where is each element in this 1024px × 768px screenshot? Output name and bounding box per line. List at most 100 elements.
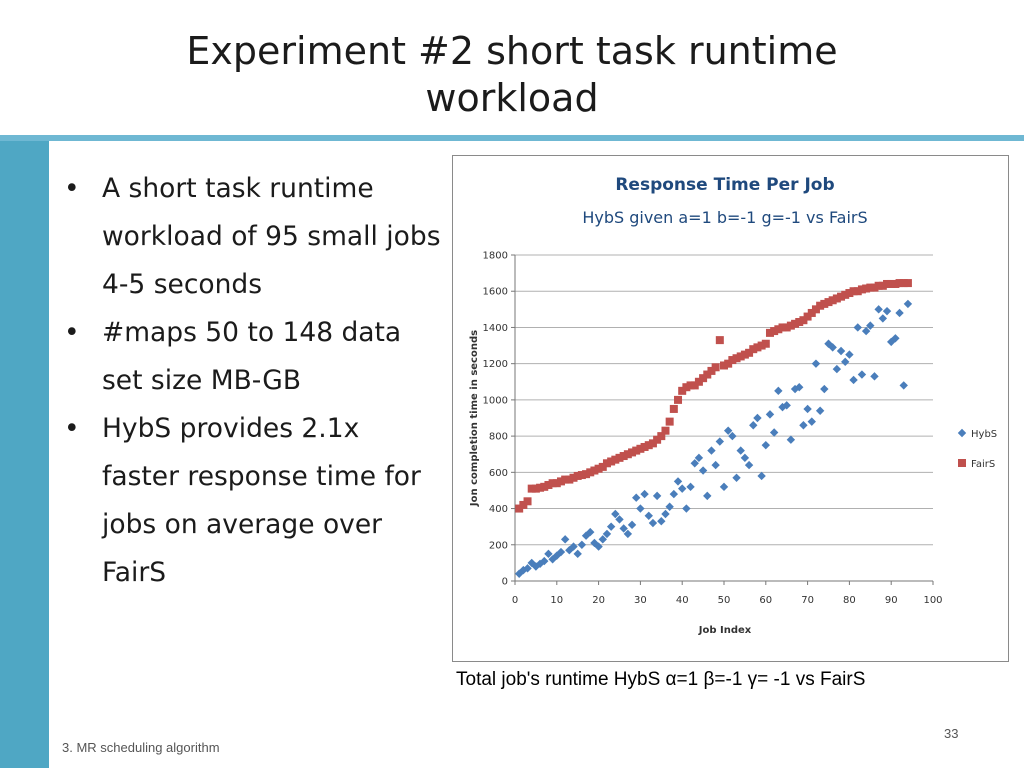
y-axis-label: Jon completion time in seconds <box>469 330 480 507</box>
fairs-point <box>636 444 645 453</box>
hybs-point <box>673 477 683 486</box>
hybs-point <box>548 555 557 564</box>
legend-marker-fairs <box>958 459 966 467</box>
fairs-point <box>640 442 649 451</box>
hybs-point <box>824 339 833 348</box>
hybs-point <box>820 384 829 394</box>
fairs-point <box>820 299 829 308</box>
hybs-point <box>753 413 762 423</box>
hybs-point <box>556 547 566 557</box>
left-accent-bar <box>0 135 49 768</box>
y-tick-label: 800 <box>489 432 508 443</box>
hybs-point <box>803 404 812 414</box>
fairs-point <box>519 500 528 509</box>
bullet-item: • #maps 50 to 148 data set size MB-GB <box>62 309 442 405</box>
fairs-point <box>828 296 837 305</box>
hybs-point <box>632 493 641 502</box>
fairs-point <box>791 319 800 328</box>
y-tick-label: 1200 <box>483 359 508 370</box>
chart-subtitle: HybS given a=1 b=-1 g=-1 vs FairS <box>582 208 867 227</box>
fairs-point <box>661 426 670 435</box>
hybs-point <box>728 431 737 441</box>
hybs-point <box>769 428 779 437</box>
fairs-point <box>544 481 553 490</box>
hybs-point <box>669 489 679 499</box>
hybs-point <box>811 359 821 368</box>
footer-text: 3. MR scheduling algorithm <box>62 740 220 755</box>
hybs-point <box>861 326 871 336</box>
fairs-point <box>632 446 641 455</box>
fairs-point <box>674 395 683 404</box>
hybs-point <box>665 502 674 511</box>
hybs-point <box>832 364 842 374</box>
fairs-point <box>573 471 582 480</box>
hybs-point <box>657 517 666 526</box>
hybs-point <box>878 314 888 323</box>
bullet-icon: • <box>64 413 80 444</box>
fairs-point <box>724 359 733 368</box>
hybs-point <box>841 357 850 367</box>
bullet-text: #maps 50 to 148 data set size MB-GB <box>102 317 402 396</box>
hybs-point <box>627 520 637 530</box>
fairs-point <box>870 283 879 292</box>
data-points <box>514 279 913 578</box>
fairs-point <box>531 484 540 493</box>
fairs-point <box>536 483 545 492</box>
fairs-point <box>803 312 812 321</box>
hybs-point <box>707 446 716 455</box>
fairs-point <box>799 316 808 325</box>
series-hybs <box>514 299 913 578</box>
fairs-point <box>523 497 532 506</box>
fairs-point <box>740 350 749 359</box>
chart-legend: HybS FairS <box>957 428 997 470</box>
hybs-point <box>870 372 879 381</box>
title-divider <box>0 135 1024 141</box>
hybs-point <box>761 440 770 450</box>
fairs-point <box>569 473 578 482</box>
fairs-point <box>682 383 691 392</box>
hybs-point <box>857 370 867 379</box>
fairs-point <box>807 308 816 317</box>
x-tick-label: 50 <box>718 595 731 606</box>
hybs-point <box>849 375 858 385</box>
fairs-point <box>678 386 687 395</box>
fairs-point <box>694 377 703 386</box>
hybs-point <box>698 466 708 475</box>
fairs-point <box>720 361 728 370</box>
fairs-point <box>761 339 770 348</box>
fairs-point <box>757 341 766 350</box>
fairs-point <box>816 301 825 310</box>
slide-title: Experiment #2 short task runtime workloa… <box>186 29 838 120</box>
x-tick-label: 80 <box>843 595 856 606</box>
bullet-item: • A short task runtime workload of 95 sm… <box>62 165 442 309</box>
fairs-point <box>736 352 745 361</box>
hybs-point <box>744 460 754 470</box>
fairs-point <box>837 292 846 301</box>
hybs-point <box>682 504 691 513</box>
x-axis-label: Job Index <box>698 625 752 636</box>
y-tick-label: 1800 <box>483 251 508 262</box>
hybs-point <box>845 350 854 359</box>
bullet-list: • A short task runtime workload of 95 sm… <box>62 165 442 597</box>
fairs-point <box>782 323 791 332</box>
hybs-point <box>703 491 712 501</box>
fairs-point <box>765 328 774 337</box>
bullet-icon: • <box>64 173 80 204</box>
hybs-point <box>644 511 653 520</box>
hybs-point <box>736 446 745 455</box>
fairs-point <box>598 462 607 471</box>
fairs-point <box>857 285 866 294</box>
hybs-point <box>749 421 758 430</box>
hybs-point <box>640 489 649 499</box>
fairs-point <box>711 363 720 372</box>
hybs-point <box>732 473 741 482</box>
fairs-point <box>699 374 708 383</box>
x-tick-label: 60 <box>759 595 772 606</box>
fairs-point <box>887 279 896 288</box>
legend-label-hybs: HybS <box>971 429 997 440</box>
fairs-point <box>615 453 624 462</box>
legend-marker-hybs <box>957 428 967 438</box>
bullet-text: A short task runtime workload of 95 smal… <box>102 173 441 300</box>
fairs-point <box>728 356 737 365</box>
axes <box>511 254 934 585</box>
